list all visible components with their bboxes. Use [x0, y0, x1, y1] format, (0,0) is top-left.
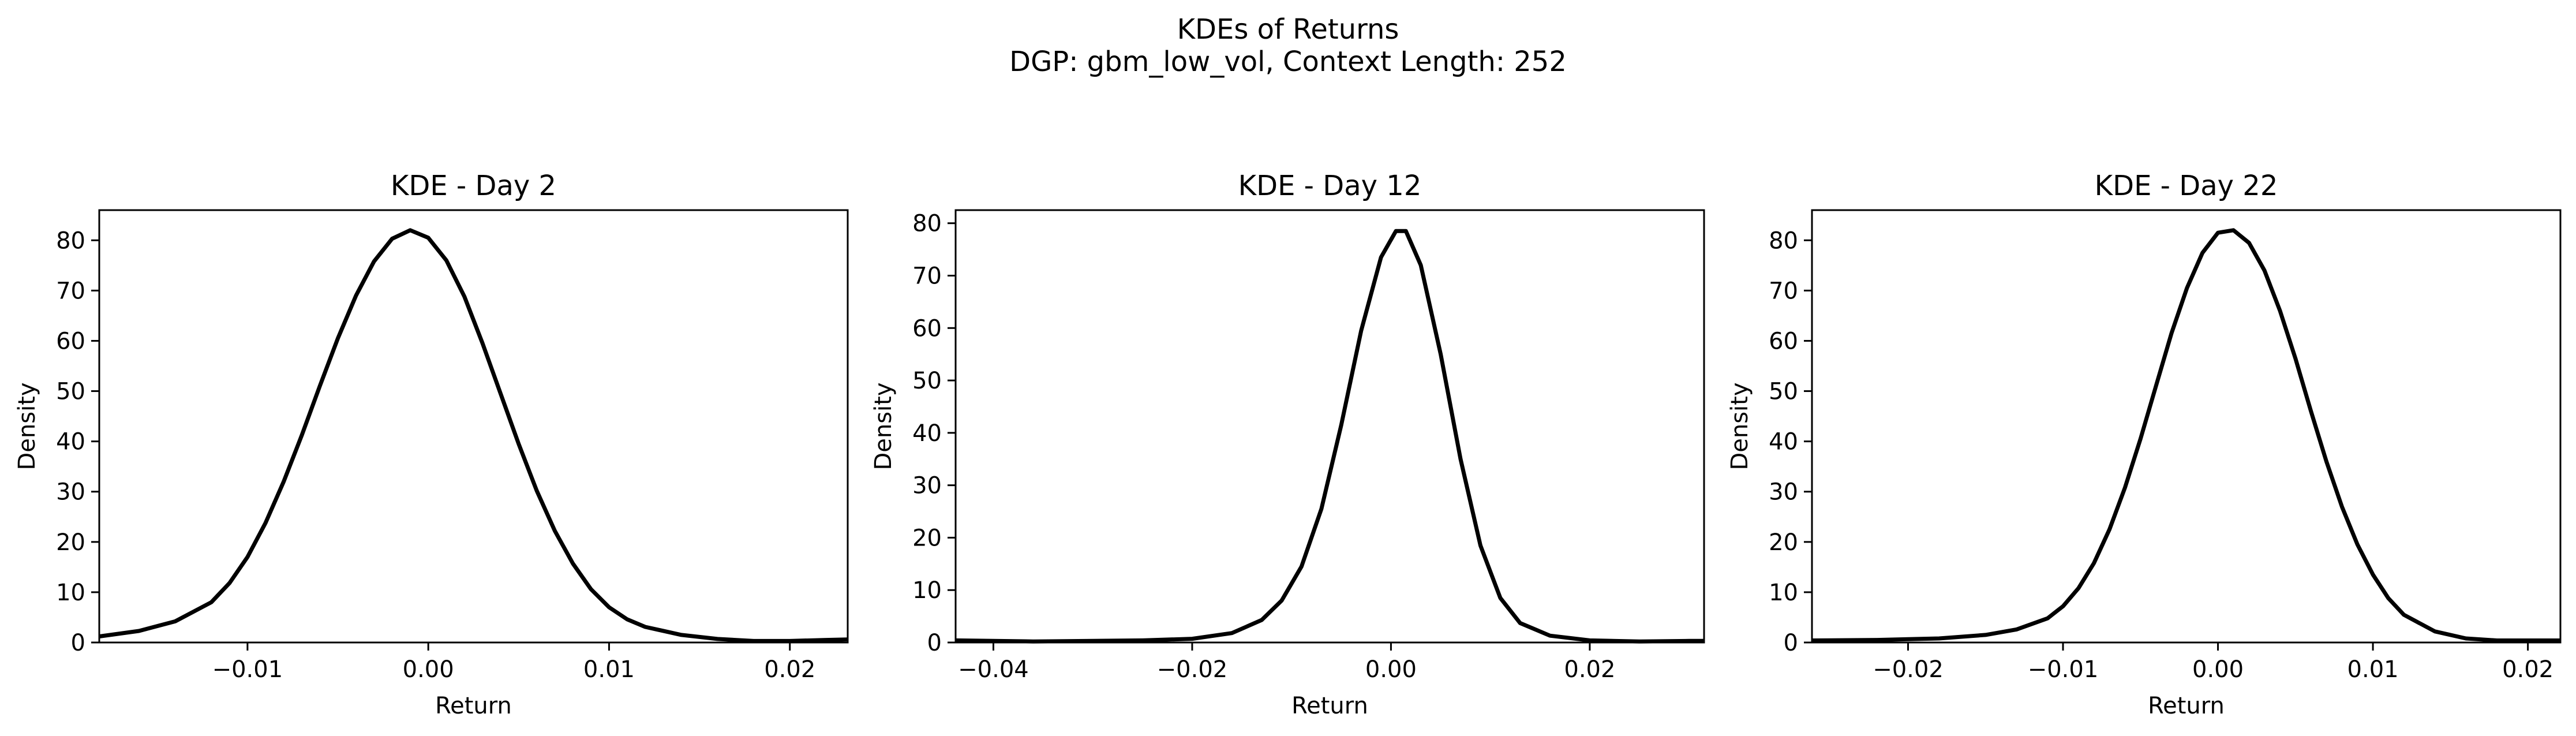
panel-title: KDE - Day 12 — [1238, 170, 1422, 202]
figure-subtitle: DGP: gbm_low_vol, Context Length: 252 — [1009, 46, 1567, 78]
y-tick-label: 70 — [56, 278, 85, 304]
y-axis-label: Density — [1727, 382, 1753, 470]
x-tick-label: 0.02 — [1564, 656, 1615, 683]
y-tick-label: 40 — [56, 429, 85, 455]
y-tick-label: 60 — [1769, 328, 1798, 354]
x-tick-label: 0.01 — [583, 656, 635, 683]
y-tick-label: 50 — [56, 379, 85, 405]
y-tick-label: 80 — [56, 227, 85, 254]
y-tick-label: 20 — [912, 525, 942, 551]
y-tick-label: 60 — [56, 328, 85, 354]
y-tick-label: 30 — [912, 473, 942, 499]
y-tick-label: 20 — [1769, 529, 1798, 556]
panel-3: −0.02 −0.01 0.00 0.01 0.02 0 10 20 30 40 50 60 70 80 K… — [1727, 170, 2562, 719]
x-tick-label: −0.04 — [958, 656, 1029, 683]
kde-line — [1811, 228, 2560, 642]
x-axis-label: Return — [1291, 693, 1368, 719]
panel-1: −0.01 0.00 0.01 0.02 0 10 20 30 40 50 60 70 80 KDE - … — [14, 170, 849, 719]
plot-frame — [98, 209, 849, 644]
y-tick-label: 30 — [56, 479, 85, 506]
x-tick-label: −0.01 — [212, 656, 283, 683]
y-tick-label: 40 — [912, 420, 942, 447]
kde-line — [955, 229, 1704, 644]
x-axis-label: Return — [435, 693, 512, 719]
y-tick-label: 10 — [912, 577, 942, 604]
panel-2: −0.04 −0.02 0.00 0.02 0 10 20 30 40 50 60 70 80 KDE -… — [870, 170, 1705, 719]
plot-frame — [1811, 209, 2562, 644]
x-tick-label: 0.01 — [2347, 656, 2399, 683]
y-tick-label: 70 — [1769, 278, 1798, 304]
figure-title: KDEs of Returns — [1177, 13, 1399, 46]
y-tick-label: 80 — [912, 211, 942, 237]
y-tick-label: 80 — [1769, 227, 1798, 254]
y-tick-label: 50 — [1769, 379, 1798, 405]
panel-title: KDE - Day 2 — [391, 170, 556, 202]
x-tick-label: 0.02 — [2502, 656, 2553, 683]
y-axis-label: Density — [14, 382, 40, 470]
y-tick-label: 0 — [71, 630, 85, 656]
x-tick-label: −0.02 — [1157, 656, 1228, 683]
x-axis-label: Return — [2148, 693, 2225, 719]
x-tick-label: 0.00 — [403, 656, 454, 683]
x-tick-label: −0.01 — [2028, 656, 2099, 683]
y-tick-label: 10 — [1769, 580, 1798, 606]
y-tick-label: 60 — [912, 315, 942, 342]
y-tick-label: 50 — [912, 368, 942, 394]
y-axis-label: Density — [870, 382, 897, 470]
y-tick-label: 0 — [1784, 630, 1798, 656]
panel-title: KDE - Day 22 — [2095, 170, 2278, 202]
y-tick-label: 10 — [56, 580, 85, 606]
y-tick-label: 20 — [56, 529, 85, 556]
y-tick-label: 0 — [927, 630, 942, 656]
y-tick-label: 70 — [912, 263, 942, 289]
y-tick-label: 30 — [1769, 479, 1798, 506]
x-tick-label: −0.02 — [1873, 656, 1944, 683]
kde-line — [99, 228, 848, 643]
x-tick-label: 0.02 — [764, 656, 815, 683]
plot-frame — [954, 209, 1705, 644]
y-tick-label: 40 — [1769, 429, 1798, 455]
x-tick-label: 0.00 — [2192, 656, 2244, 683]
x-tick-label: 0.00 — [1365, 656, 1417, 683]
